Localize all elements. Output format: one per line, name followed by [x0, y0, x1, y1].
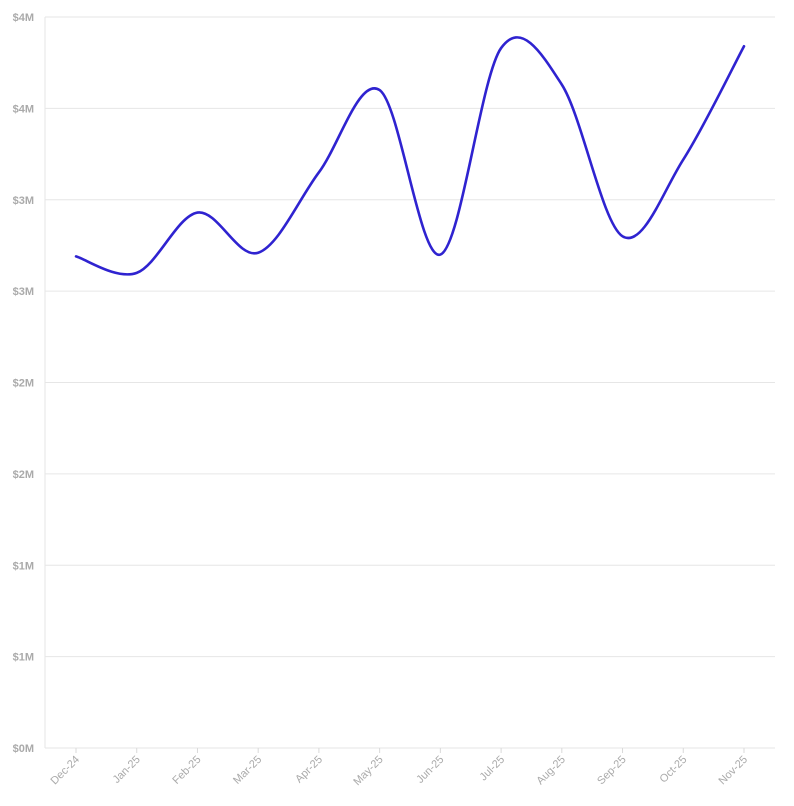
grid-lines	[45, 16, 775, 749]
data-point	[134, 270, 140, 276]
data-point	[620, 233, 626, 239]
x-tick-label: Jul-25	[478, 754, 508, 784]
data-point	[255, 250, 261, 256]
x-tick-label: Jun-25	[414, 754, 446, 786]
y-tick-label: $3M	[13, 195, 34, 207]
y-tick-label: $2M	[13, 469, 34, 481]
series	[73, 36, 747, 276]
data-point	[437, 252, 443, 258]
y-tick-label: $4M	[13, 103, 34, 115]
series-line	[74, 36, 746, 276]
data-point	[741, 43, 747, 49]
data-point	[559, 82, 565, 88]
x-tick-label: Sep-25	[595, 754, 629, 788]
y-tick-label: $1M	[13, 560, 34, 572]
x-tick-label: Mar-25	[231, 754, 264, 787]
x-tick-label: May-25	[351, 754, 385, 788]
data-point	[498, 45, 504, 51]
y-tick-label: $0M	[13, 743, 34, 755]
y-tick-label: $1M	[13, 652, 34, 664]
data-point	[680, 157, 686, 163]
data-point	[316, 169, 322, 175]
x-tick-label: Dec-24	[49, 754, 83, 788]
x-tick-label: Oct-25	[658, 754, 690, 786]
x-tick-label: Nov-25	[717, 754, 751, 788]
data-point	[194, 210, 200, 216]
data-point	[377, 87, 383, 93]
x-axis-tick-labels: Dec-24 Jan-25 Feb-25 Mar-25 Apr-25 May-25 Jun-…	[49, 748, 751, 788]
x-tick-label: Feb-25	[170, 754, 203, 787]
x-tick-label: Aug-25	[534, 754, 568, 788]
y-tick-label: $2M	[13, 378, 34, 390]
x-tick-label: Jan-25	[111, 754, 143, 786]
y-tick-label: $3M	[13, 286, 34, 298]
x-tick-label: Apr-25	[293, 754, 325, 786]
y-tick-label: $4M	[13, 12, 34, 24]
y-axis-tick-labels: $0M $1M $1M $2M $2M $3M $3M $4M $4M	[13, 12, 34, 755]
data-point	[73, 253, 79, 259]
